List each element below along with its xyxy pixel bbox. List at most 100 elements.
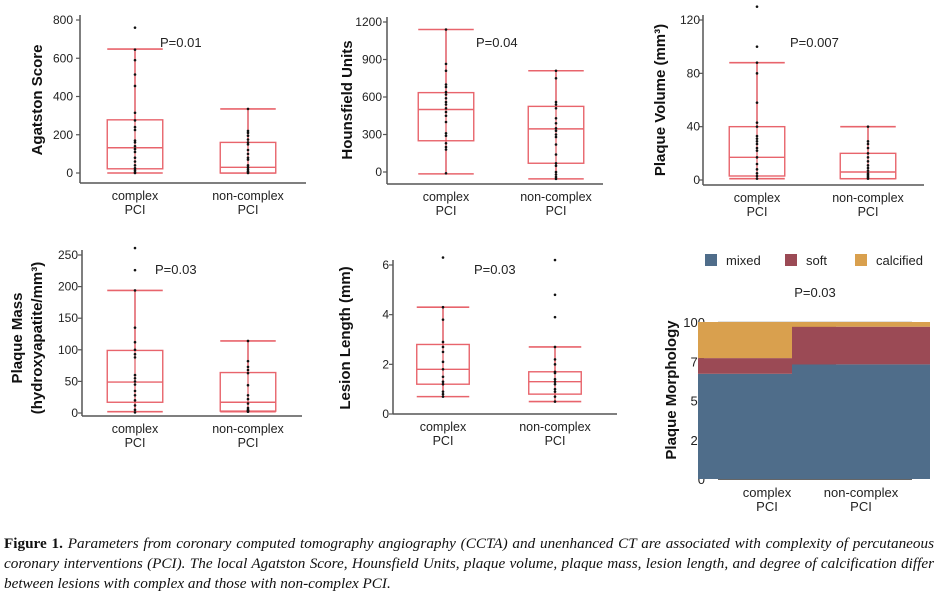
data-point	[866, 160, 870, 163]
legend-label: soft	[806, 253, 827, 268]
data-point	[133, 164, 137, 167]
data-point	[133, 58, 137, 62]
y-tick-label: 200	[53, 128, 73, 142]
data-point	[554, 129, 558, 133]
figure-panels: Agatston Score0200400600800complexPCInon…	[9, 5, 930, 514]
data-point	[133, 356, 137, 359]
chart-plaque-volume: Plaque Volume (mm³)04080120complexPCInon…	[652, 5, 924, 219]
x-tick-label: complex	[112, 189, 159, 203]
x-tick-label: PCI	[850, 499, 872, 514]
data-point	[133, 399, 137, 402]
data-point	[133, 119, 137, 122]
data-point	[554, 135, 558, 139]
data-point	[441, 368, 445, 371]
data-point	[444, 145, 448, 149]
y-tick-label: 300	[362, 128, 382, 142]
data-point	[441, 382, 445, 386]
data-point	[246, 339, 250, 343]
data-point	[246, 406, 250, 410]
data-point	[553, 371, 557, 375]
data-point	[554, 143, 558, 146]
y-tick-label: 250	[58, 248, 78, 262]
y-tick-label: 0	[375, 165, 382, 179]
data-point	[554, 175, 558, 179]
y-tick-label: 200	[58, 280, 78, 294]
data-point	[246, 129, 250, 133]
x-tick-label: PCI	[238, 203, 259, 217]
y-axis-label: Plaque Mass (hydroxyapatite/mm³)	[9, 262, 46, 415]
x-tick-label: PCI	[747, 205, 768, 219]
x-tick-label: PCI	[436, 204, 457, 218]
data-point	[866, 169, 870, 172]
data-point	[246, 156, 250, 159]
data-point	[866, 156, 870, 159]
data-point	[866, 152, 870, 155]
data-point	[554, 69, 558, 73]
p-value-annotation: P=0.04	[476, 35, 518, 50]
legend-label: mixed	[726, 253, 761, 268]
p-value-annotation: P=0.03	[155, 262, 197, 277]
data-point	[133, 111, 137, 115]
y-tick-label: 2	[382, 357, 389, 371]
data-point	[246, 402, 250, 405]
p-value-annotation: P=0.007	[790, 35, 839, 50]
data-point	[133, 125, 137, 129]
data-point	[755, 156, 759, 159]
data-point	[444, 100, 448, 104]
y-axis-label: Agatston Score	[29, 45, 46, 156]
data-point	[755, 125, 759, 128]
data-point	[246, 138, 250, 141]
data-point	[554, 177, 558, 181]
data-point	[444, 103, 448, 106]
y-tick-label: 400	[53, 90, 73, 104]
data-point	[554, 121, 558, 125]
data-point	[133, 389, 137, 393]
legend-swatch-soft	[785, 254, 797, 266]
y-tick-label: 4	[382, 308, 389, 322]
data-point	[133, 268, 137, 272]
box-group	[219, 339, 277, 414]
data-point	[755, 45, 759, 48]
x-tick-label: complex	[420, 420, 467, 434]
data-point	[246, 410, 250, 414]
x-tick-label: PCI	[546, 204, 567, 218]
data-point	[444, 141, 448, 145]
data-point	[246, 134, 250, 138]
data-point	[246, 167, 250, 171]
data-point	[755, 72, 759, 75]
data-point	[444, 96, 448, 100]
data-point	[755, 149, 759, 152]
box-group	[527, 69, 585, 181]
data-point	[133, 383, 137, 386]
data-point	[554, 100, 558, 104]
data-point	[755, 174, 759, 178]
data-point	[755, 162, 759, 166]
data-point	[444, 85, 448, 89]
data-point	[133, 411, 137, 414]
data-point	[553, 345, 557, 349]
data-point	[133, 26, 137, 29]
data-point	[246, 165, 250, 169]
data-point	[133, 168, 137, 172]
data-point	[554, 76, 558, 80]
data-point	[755, 5, 759, 8]
data-point	[133, 352, 137, 356]
data-point	[441, 305, 445, 309]
x-tick-label: complex	[743, 485, 792, 500]
x-tick-label: non-complex	[832, 191, 904, 205]
legend-swatch-calcified	[855, 254, 867, 266]
data-point	[133, 141, 137, 144]
data-point	[133, 128, 137, 132]
y-tick-label: 800	[53, 13, 73, 27]
data-point	[553, 315, 557, 319]
box-group	[417, 28, 475, 175]
y-tick-label: 100	[58, 343, 78, 357]
data-point	[554, 153, 558, 156]
data-point	[866, 125, 870, 128]
bar-segment-calcified	[792, 322, 930, 327]
y-tick-label: 50	[65, 374, 79, 388]
p-value-annotation: P=0.03	[794, 285, 836, 300]
legend-swatch-mixed	[705, 254, 717, 266]
data-point	[553, 382, 557, 386]
y-axis-label: Hounsfield Units	[339, 40, 356, 159]
